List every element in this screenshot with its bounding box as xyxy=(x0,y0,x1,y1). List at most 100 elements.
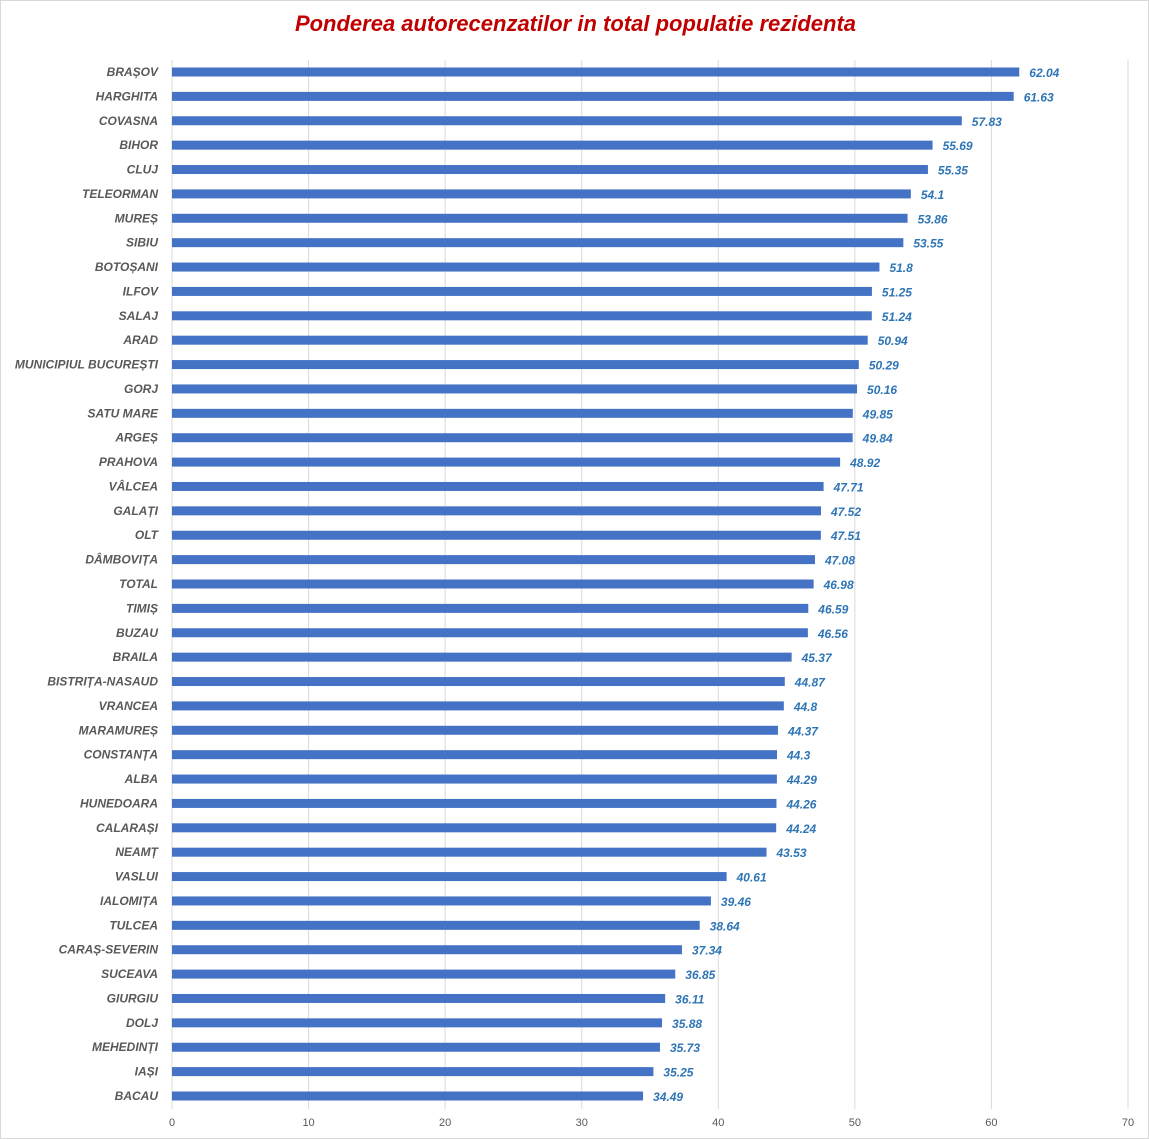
value-label: 50.29 xyxy=(869,359,899,373)
value-label: 44.26 xyxy=(785,797,816,811)
bar xyxy=(172,823,777,833)
category-label: IAȘI xyxy=(135,1065,159,1079)
category-label: GORJ xyxy=(124,382,158,396)
value-label: 40.61 xyxy=(736,871,767,885)
x-tick-label: 70 xyxy=(1122,1117,1134,1129)
category-label: BIHOR xyxy=(119,138,158,152)
bar xyxy=(172,286,872,296)
bar xyxy=(172,579,814,589)
category-label: HARGHITA xyxy=(96,89,158,103)
category-label: TIMIȘ xyxy=(126,601,158,615)
chart-title: Ponderea autorecenzatilor in total popul… xyxy=(294,11,857,36)
bar xyxy=(172,774,777,784)
value-label: 55.69 xyxy=(943,139,973,153)
x-tick-label: 0 xyxy=(169,1117,175,1129)
value-label: 37.34 xyxy=(692,944,722,958)
bar xyxy=(172,798,777,808)
value-label: 50.94 xyxy=(878,334,908,348)
value-label: 57.83 xyxy=(972,115,1002,129)
bar xyxy=(172,433,853,443)
value-label: 46.59 xyxy=(817,602,848,616)
category-label: TOTAL xyxy=(119,577,158,591)
category-label: TELEORMAN xyxy=(82,187,158,201)
value-label: 39.46 xyxy=(721,895,751,909)
bar xyxy=(172,677,785,687)
bar xyxy=(172,262,880,272)
bar xyxy=(172,408,853,418)
category-label: TULCEA xyxy=(109,918,158,932)
bar xyxy=(172,750,778,760)
value-label: 46.56 xyxy=(817,627,848,641)
category-label: ILFOV xyxy=(123,284,159,298)
value-label: 47.51 xyxy=(830,529,861,543)
value-label: 62.04 xyxy=(1029,66,1059,80)
bar xyxy=(172,91,1014,101)
value-label: 51.8 xyxy=(889,261,913,275)
x-tick-label: 10 xyxy=(302,1117,314,1129)
bar xyxy=(172,945,682,955)
bar xyxy=(172,701,784,711)
category-label: DOLJ xyxy=(126,1016,158,1030)
category-label: SIBIU xyxy=(126,236,158,250)
category-label: SATU MARE xyxy=(88,406,159,420)
value-label: 54.1 xyxy=(921,188,945,202)
value-label: 50.16 xyxy=(867,383,897,397)
category-label: MUNICIPIUL BUCUREȘTI xyxy=(15,358,159,372)
value-label: 61.63 xyxy=(1024,90,1054,104)
bar xyxy=(172,457,841,467)
value-label: 38.64 xyxy=(710,919,740,933)
bar xyxy=(172,311,872,321)
bar xyxy=(172,896,711,906)
value-label: 44.8 xyxy=(793,700,818,714)
x-tick-label: 60 xyxy=(985,1117,997,1129)
bar xyxy=(172,652,792,662)
value-label: 36.85 xyxy=(685,968,715,982)
category-label: BRAȘOV xyxy=(107,65,159,79)
category-label: GALAȚI xyxy=(113,504,158,518)
bar xyxy=(172,530,821,540)
bar xyxy=(172,725,778,735)
value-label: 44.29 xyxy=(786,773,817,787)
value-label: 55.35 xyxy=(938,164,968,178)
category-label: MEHEDINȚI xyxy=(92,1040,159,1054)
category-label: GIURGIU xyxy=(107,991,159,1005)
x-tick-label: 50 xyxy=(849,1117,861,1129)
value-label: 53.86 xyxy=(918,212,948,226)
value-label: 49.84 xyxy=(862,432,893,446)
category-label: ALBA xyxy=(124,772,158,786)
value-label: 51.25 xyxy=(882,285,912,299)
value-label: 35.25 xyxy=(663,1066,693,1080)
bar xyxy=(172,360,859,370)
bar xyxy=(172,603,809,613)
value-label: 43.53 xyxy=(775,846,806,860)
bar xyxy=(172,1091,644,1101)
bar xyxy=(172,628,808,638)
category-label: MUREȘ xyxy=(115,211,158,225)
bar xyxy=(172,1042,660,1052)
bar xyxy=(172,213,908,223)
bar xyxy=(172,993,666,1003)
x-tick-label: 30 xyxy=(576,1117,588,1129)
value-label: 51.24 xyxy=(882,310,912,324)
category-label: CALARAȘI xyxy=(96,821,159,835)
category-label: COVASNA xyxy=(99,114,158,128)
category-label: SUCEAVA xyxy=(101,967,158,981)
value-label: 44.37 xyxy=(787,724,819,738)
category-label: BRAILA xyxy=(113,650,158,664)
value-label: 47.08 xyxy=(824,554,855,568)
value-label: 44.24 xyxy=(785,822,816,836)
bar xyxy=(172,140,933,150)
category-label: SALAJ xyxy=(119,309,159,323)
bar xyxy=(172,555,815,565)
bar xyxy=(172,1067,654,1077)
bar xyxy=(172,165,928,175)
value-label: 48.92 xyxy=(849,456,880,470)
bar xyxy=(172,847,767,857)
category-label: NEAMȚ xyxy=(115,845,159,859)
value-label: 49.85 xyxy=(862,407,893,421)
category-label: OLT xyxy=(135,528,160,542)
value-label: 35.73 xyxy=(670,1041,700,1055)
bar xyxy=(172,335,868,345)
category-label: ARGEȘ xyxy=(114,431,158,445)
